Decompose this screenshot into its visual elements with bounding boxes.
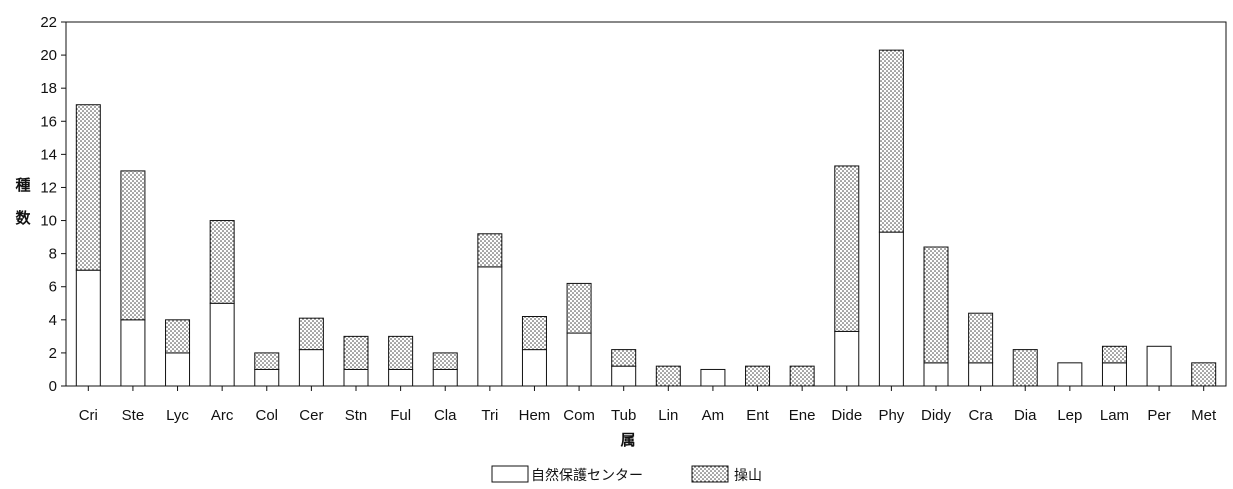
- legend-label-misaoyama: 操山: [734, 468, 762, 484]
- bar-segment-misaoyama: [75, 104, 101, 271]
- bar-segment-misaoyama: [789, 365, 815, 387]
- x-tick-label: Lyc: [166, 407, 189, 424]
- x-tick-label: Ful: [390, 407, 411, 424]
- x-tick-label: Tub: [611, 407, 636, 424]
- bar-segment-natural-center: [209, 302, 235, 387]
- x-tick-label: Hem: [519, 407, 551, 424]
- bar-segment-natural-center: [968, 362, 994, 387]
- bar-segment-misaoyama: [878, 49, 904, 233]
- bar-segment-misaoyama: [1012, 349, 1038, 387]
- y-tick-label: 14: [40, 146, 57, 163]
- x-axis-title: 属: [620, 431, 635, 449]
- x-tick-label: Phy: [878, 407, 904, 424]
- bar-segment-natural-center: [298, 349, 324, 387]
- x-tick-label: Dide: [831, 407, 862, 424]
- x-tick-label: Per: [1147, 407, 1170, 424]
- bar-segment-natural-center: [1057, 362, 1083, 387]
- bar-segment-natural-center: [566, 332, 592, 387]
- bar-segment-misaoyama: [254, 352, 280, 370]
- bar-segment-natural-center: [1146, 345, 1172, 387]
- x-tick-label: Lin: [658, 407, 678, 424]
- bar-segment-natural-center: [878, 231, 904, 387]
- bar-segment-natural-center: [521, 349, 547, 387]
- y-tick-label: 22: [40, 14, 57, 31]
- x-tick-label: Col: [256, 407, 279, 424]
- y-tick-label: 2: [49, 345, 57, 362]
- x-tick-label: Cra: [969, 407, 994, 424]
- y-tick-label: 4: [49, 312, 57, 329]
- y-tick-label: 6: [49, 279, 57, 296]
- legend: 自然保護センター 操山: [491, 465, 762, 484]
- y-tick-label: 10: [40, 213, 57, 230]
- legend-swatch-misaoyama: [691, 465, 729, 483]
- bar-segment-misaoyama: [611, 349, 637, 367]
- bar-segment-misaoyama: [834, 165, 860, 332]
- y-tick-label: 0: [49, 378, 57, 395]
- legend-label-natural-center: 自然保護センター: [531, 467, 643, 484]
- bar-segment-natural-center: [1101, 362, 1127, 387]
- x-tick-label: Ent: [746, 407, 769, 424]
- y-tick-label: 8: [49, 246, 57, 263]
- y-axis-title-char-2: 数: [15, 209, 31, 227]
- x-tick-label: Am: [702, 407, 725, 424]
- bar-segment-natural-center: [254, 368, 280, 387]
- bar-segment-misaoyama: [477, 233, 503, 268]
- bar-segment-misaoyama: [655, 365, 681, 387]
- y-tick-label: 18: [40, 80, 57, 97]
- x-tick-label: Met: [1191, 407, 1217, 424]
- x-tick-label: Lep: [1057, 407, 1082, 424]
- x-tick-label: Com: [563, 407, 595, 424]
- x-tick-label: Ste: [122, 407, 145, 424]
- bar-segment-natural-center: [432, 368, 458, 387]
- y-tick-label: 16: [40, 113, 57, 130]
- bar-segment-misaoyama: [1101, 345, 1127, 364]
- bar-segment-natural-center: [834, 330, 860, 387]
- bar-segment-misaoyama: [120, 170, 146, 321]
- bar-segment-natural-center: [75, 269, 101, 387]
- bar-segment-misaoyama: [968, 312, 994, 364]
- bar-segment-misaoyama: [388, 335, 414, 370]
- bar-segment-natural-center: [477, 266, 503, 387]
- bar-segment-misaoyama: [745, 365, 771, 387]
- bar-segment-natural-center: [343, 368, 369, 387]
- bar-segment-misaoyama: [298, 317, 324, 351]
- bar-segment-natural-center: [700, 368, 726, 387]
- bar-segment-misaoyama: [343, 335, 369, 370]
- bar-segment-natural-center: [165, 352, 191, 387]
- bar-segment-misaoyama: [432, 352, 458, 370]
- x-tick-label: Cer: [299, 407, 323, 424]
- bar-segment-misaoyama: [521, 316, 547, 351]
- bar-segment-natural-center: [611, 365, 637, 387]
- bar-segment-misaoyama: [209, 220, 235, 304]
- bar-segment-misaoyama: [566, 282, 592, 334]
- x-tick-label: Dia: [1014, 407, 1037, 424]
- x-tick-label: Arc: [211, 407, 234, 424]
- x-tick-label: Cri: [79, 407, 98, 424]
- bar-segment-misaoyama: [165, 319, 191, 354]
- y-axis-title-char-1: 種: [15, 176, 30, 194]
- x-tick-label: Lam: [1100, 407, 1129, 424]
- x-tick-label: Ene: [789, 407, 816, 424]
- plot-frame: [65, 21, 1227, 387]
- x-tick-label: Tri: [481, 407, 498, 424]
- x-tick-label: Stn: [345, 407, 368, 424]
- legend-swatch-natural-center: [491, 465, 529, 483]
- x-tick-label: Didy: [921, 407, 952, 424]
- bar-segment-natural-center: [923, 362, 949, 387]
- bar-segment-misaoyama: [923, 246, 949, 364]
- bar-segment-natural-center: [120, 319, 146, 387]
- y-tick-label: 12: [40, 179, 57, 196]
- y-tick-label: 20: [40, 47, 57, 64]
- x-tick-label: Cla: [434, 407, 457, 424]
- bar-segment-natural-center: [388, 368, 414, 387]
- bar-segment-misaoyama: [1191, 362, 1217, 387]
